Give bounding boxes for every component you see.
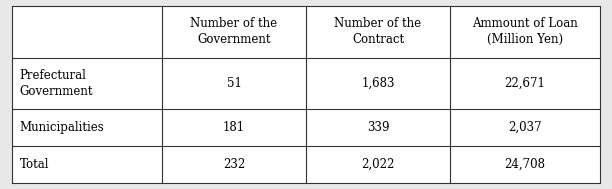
Text: Number of the
Government: Number of the Government (190, 17, 278, 46)
Text: 22,671: 22,671 (504, 77, 545, 90)
Text: Total: Total (20, 158, 49, 171)
Text: Number of the
Contract: Number of the Contract (334, 17, 422, 46)
Text: Municipalities: Municipalities (20, 121, 104, 134)
Text: Ammount of Loan
(Million Yen): Ammount of Loan (Million Yen) (472, 17, 578, 46)
Text: 181: 181 (223, 121, 245, 134)
Text: 2,037: 2,037 (508, 121, 542, 134)
Text: 51: 51 (226, 77, 242, 90)
Text: 2,022: 2,022 (361, 158, 395, 171)
Text: Prefectural
Government: Prefectural Government (20, 69, 93, 98)
Text: 24,708: 24,708 (504, 158, 545, 171)
Text: 1,683: 1,683 (361, 77, 395, 90)
Text: 339: 339 (367, 121, 389, 134)
Text: 232: 232 (223, 158, 245, 171)
